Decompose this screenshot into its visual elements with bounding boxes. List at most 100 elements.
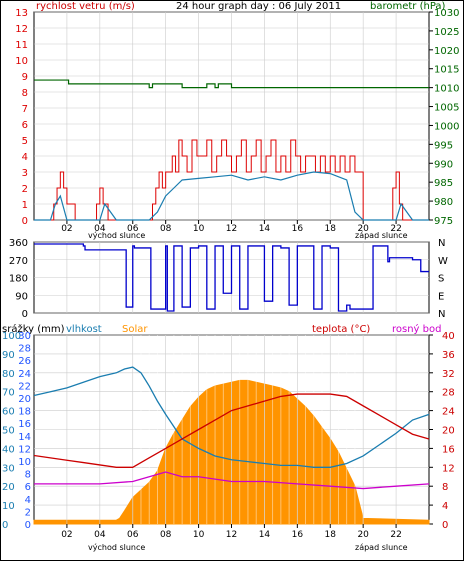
humidity-legend-label: vlhkost — [66, 324, 102, 335]
wind-axis-tick-label: 8 — [22, 88, 28, 99]
precip-axis-tick-label: 6 — [25, 482, 31, 493]
temp-axis-tick-label: 20 — [442, 426, 455, 437]
top-chart-title: 24 hour graph day : 06 July 2011 — [176, 1, 341, 12]
barometer-series — [34, 79, 429, 89]
humidity-axis-tick-label: 60 — [2, 407, 15, 418]
dir-axis-tick-label: 360 — [9, 238, 28, 249]
wind-axis-tick-label: 11 — [15, 40, 28, 51]
top-x-tick-label: 18 — [325, 224, 337, 234]
humidity-axis-tick-label: 70 — [2, 388, 15, 399]
wind-axis-tick-label: 13 — [15, 8, 28, 19]
temperature-series — [33, 393, 430, 468]
temp-axis-tick-label: 4 — [442, 501, 448, 512]
temp-axis-tick-label: 0 — [442, 520, 448, 531]
top-x-tick-label: 04 — [94, 224, 106, 234]
precip-axis-tick-label: 24 — [18, 369, 31, 380]
bottom-x-tick-label: 08 — [160, 530, 172, 540]
precip-axis-tick-label: 2 — [25, 507, 31, 518]
dir-compass-label: N — [438, 309, 445, 320]
wind-axis-tick-label: 4 — [22, 152, 28, 163]
precip-axis-label: srážky (mm) — [2, 323, 65, 335]
wind-axis-tick-label: 6 — [22, 120, 28, 131]
precip-axis-tick-label: 0 — [25, 520, 31, 531]
top-x-tick-label: 22 — [390, 224, 401, 234]
humidity-axis-tick-label: 20 — [2, 482, 15, 493]
bottom-x-tick-label: 12 — [226, 530, 237, 540]
humidity-axis-tick-label: 100 — [2, 331, 21, 342]
dir-axis-tick-label: 90 — [15, 291, 28, 302]
temp-axis-tick-label: 40 — [442, 331, 455, 342]
wind-axis-tick-label: 7 — [22, 104, 28, 115]
wind-axis-tick-label: 0 — [22, 216, 28, 227]
humidity-axis-tick-label: 50 — [2, 426, 15, 437]
humidity-axis-tick-label: 10 — [2, 501, 15, 512]
wind-axis-tick-label: 10 — [15, 56, 28, 67]
precip-axis-tick-label: 26 — [18, 356, 31, 367]
dir-compass-label: N — [438, 238, 445, 249]
humidity-axis-tick-label: 40 — [2, 444, 15, 455]
precip-axis-tick-label: 30 — [18, 331, 31, 342]
baro-axis-tick-label: 1015 — [434, 65, 459, 76]
baro-axis-tick-label: 1030 — [434, 8, 459, 19]
top-sunrise-label: východ slunce — [88, 231, 145, 240]
dir-compass-label: E — [438, 291, 444, 302]
top-x-tick-label: 06 — [127, 224, 139, 234]
wind-gust-series — [34, 171, 429, 221]
bottom-x-tick-label: 14 — [259, 530, 271, 540]
temp-axis-tick-label: 24 — [442, 407, 455, 418]
bottom-x-tick-label: 16 — [292, 530, 304, 540]
humidity-axis-tick-label: 90 — [2, 350, 15, 361]
dir-axis-tick-label: 270 — [9, 256, 28, 267]
temp-axis-tick-label: 32 — [442, 369, 455, 380]
temp-axis-tick-label: 28 — [442, 388, 455, 399]
precip-axis-tick-label: 18 — [18, 407, 31, 418]
bottom-x-tick-label: 10 — [193, 530, 205, 540]
wind-axis-tick-label: 5 — [22, 136, 28, 147]
temp-axis-tick-label: 8 — [442, 482, 448, 493]
dir-axis-tick-label: 0 — [22, 309, 28, 320]
top-x-tick-label: 20 — [357, 224, 369, 234]
bottom-sunrise-label: východ slunce — [88, 543, 145, 552]
dir-compass-label: S — [438, 274, 444, 285]
humidity-axis-tick-label: 0 — [2, 520, 8, 531]
temp-axis-tick-label: 36 — [442, 350, 455, 361]
temp-axis-tick-label: 12 — [442, 463, 455, 474]
wind-axis-tick-label: 3 — [22, 168, 28, 179]
bottom-x-tick-label: 20 — [357, 530, 369, 540]
wind-direction-series — [34, 243, 429, 312]
top-x-tick-label: 12 — [226, 224, 237, 234]
baro-axis-tick-label: 1000 — [434, 121, 459, 132]
dewpoint-series — [34, 471, 430, 490]
top-right-axis-label: barometr (hPa) — [370, 1, 446, 12]
baro-axis-tick-label: 985 — [434, 178, 453, 189]
baro-axis-tick-label: 980 — [434, 197, 453, 208]
humidity-axis-tick-label: 30 — [2, 463, 15, 474]
precip-axis-tick-label: 12 — [18, 444, 31, 455]
bottom-x-tick-label: 04 — [94, 530, 106, 540]
top-left-axis-label: rychlost vetru (m/s) — [36, 1, 135, 12]
baro-axis-tick-label: 1025 — [434, 27, 459, 38]
baro-axis-tick-label: 1020 — [434, 46, 459, 57]
bottom-x-tick-label: 06 — [127, 530, 139, 540]
precip-axis-tick-label: 22 — [18, 381, 31, 392]
precip-axis-tick-label: 4 — [25, 495, 31, 506]
baro-axis-tick-label: 1005 — [434, 103, 459, 114]
top-x-tick-label: 02 — [61, 224, 72, 234]
humidity-axis-tick-label: 80 — [2, 369, 15, 380]
dir-compass-label: W — [438, 256, 448, 267]
bottom-sunset-label: západ slunce — [355, 543, 408, 552]
wind-axis-tick-label: 2 — [22, 184, 28, 195]
baro-axis-tick-label: 995 — [434, 140, 453, 151]
wind-axis-tick-label: 12 — [15, 24, 28, 35]
bottom-x-tick-label: 18 — [325, 530, 337, 540]
bottom-x-tick-label: 22 — [390, 530, 401, 540]
top-x-tick-label: 14 — [259, 224, 271, 234]
precip-axis-tick-label: 20 — [18, 394, 31, 405]
top-sunset-label: západ slunce — [355, 231, 408, 240]
dewpoint-legend-label: rosný bod — [392, 323, 441, 335]
precip-axis-tick-label: 28 — [18, 344, 31, 355]
bottom-x-tick-label: 02 — [61, 530, 72, 540]
top-x-tick-label: 08 — [160, 224, 172, 234]
